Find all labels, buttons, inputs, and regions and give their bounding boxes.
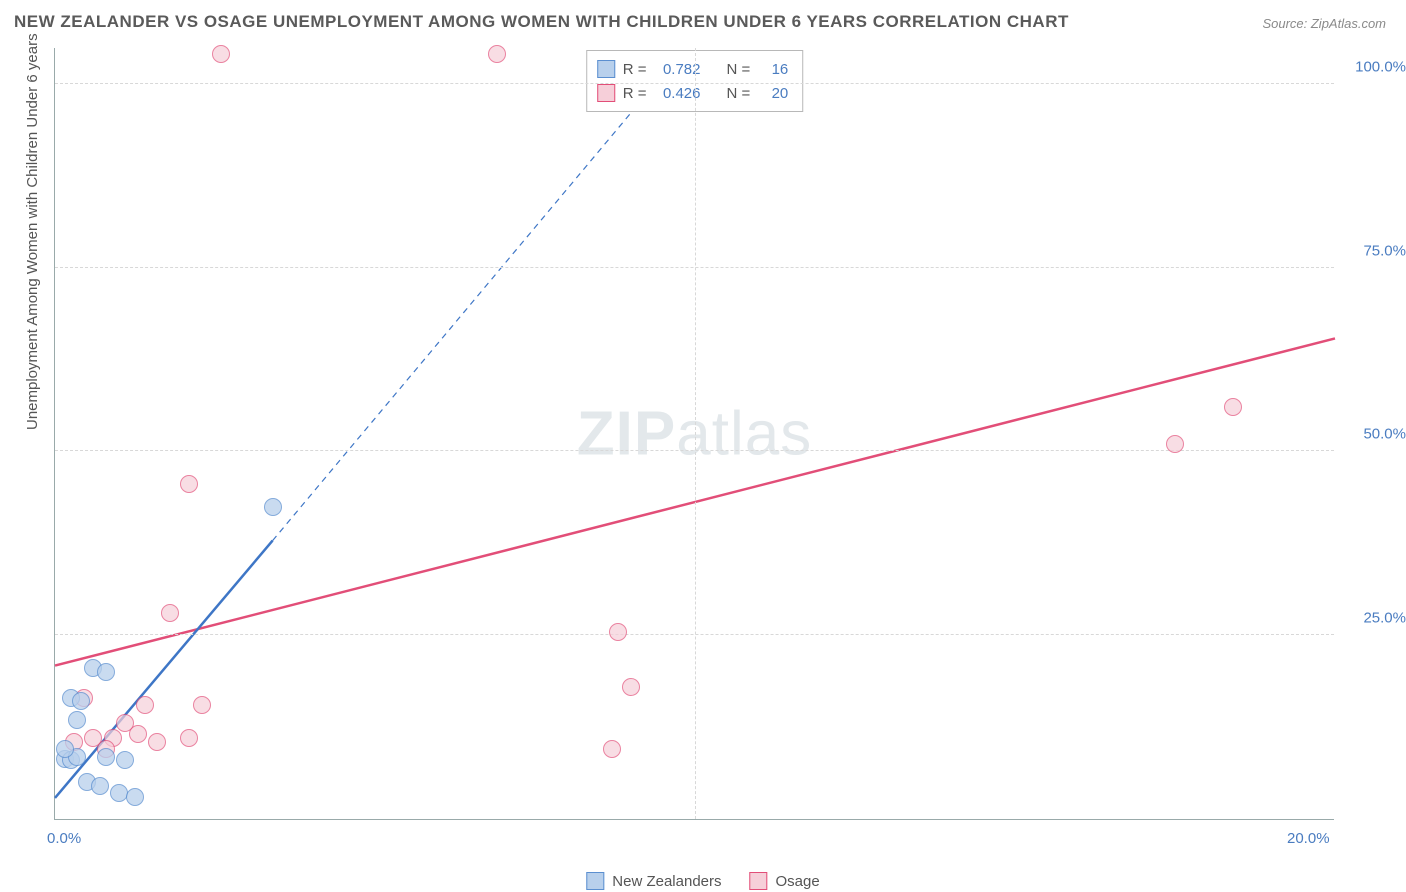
- watermark-zip: ZIP: [577, 399, 676, 468]
- stat-r-value: 0.782: [655, 61, 701, 78]
- scatter-point: [161, 604, 179, 622]
- scatter-point: [116, 751, 134, 769]
- scatter-point: [212, 45, 230, 63]
- trend-line: [273, 52, 683, 541]
- scatter-point: [264, 498, 282, 516]
- stats-row: R = 0.426 N = 20: [597, 81, 789, 105]
- plot-area: ZIPatlas R =0.782N =16R =0.426N =20 25.0…: [54, 48, 1334, 820]
- y-axis-label: Unemployment Among Women with Children U…: [24, 33, 41, 430]
- scatter-point: [136, 696, 154, 714]
- legend-swatch: [750, 872, 768, 890]
- scatter-point: [110, 784, 128, 802]
- scatter-point: [97, 748, 115, 766]
- scatter-point: [193, 696, 211, 714]
- scatter-point: [488, 45, 506, 63]
- scatter-point: [622, 678, 640, 696]
- legend-label: Osage: [776, 873, 820, 890]
- scatter-point: [91, 777, 109, 795]
- y-tick-label: 50.0%: [1363, 426, 1406, 443]
- watermark-atlas: atlas: [676, 399, 812, 468]
- scatter-point: [56, 740, 74, 758]
- scatter-point: [68, 711, 86, 729]
- stat-r-label: R =: [623, 85, 647, 102]
- legend-swatch: [597, 84, 615, 102]
- x-tick-label: 20.0%: [1287, 830, 1330, 847]
- scatter-point: [180, 729, 198, 747]
- y-tick-label: 100.0%: [1355, 58, 1406, 75]
- chart-title: NEW ZEALANDER VS OSAGE UNEMPLOYMENT AMON…: [14, 12, 1069, 32]
- legend-swatch: [586, 872, 604, 890]
- stat-r-value: 0.426: [655, 85, 701, 102]
- legend-item: New Zealanders: [586, 872, 721, 890]
- scatter-point: [1166, 435, 1184, 453]
- scatter-point: [180, 475, 198, 493]
- legend-swatch: [597, 60, 615, 78]
- scatter-point: [97, 663, 115, 681]
- scatter-point: [126, 788, 144, 806]
- legend-item: Osage: [750, 872, 820, 890]
- stats-row: R = 0.782 N = 16: [597, 57, 789, 81]
- gridline-vertical: [695, 48, 696, 819]
- y-tick-label: 75.0%: [1363, 242, 1406, 259]
- scatter-point: [116, 714, 134, 732]
- y-tick-label: 25.0%: [1363, 610, 1406, 627]
- scatter-point: [148, 733, 166, 751]
- scatter-point: [1224, 398, 1242, 416]
- x-tick-label: 0.0%: [47, 830, 81, 847]
- stat-n-label: N =: [727, 61, 751, 78]
- scatter-point: [72, 692, 90, 710]
- bottom-legend: New Zealanders Osage: [586, 872, 819, 890]
- legend-label: New Zealanders: [612, 873, 721, 890]
- source-label: Source: ZipAtlas.com: [1262, 16, 1386, 31]
- scatter-point: [609, 623, 627, 641]
- stat-n-value: 16: [758, 61, 788, 78]
- stat-n-value: 20: [758, 85, 788, 102]
- scatter-point: [603, 740, 621, 758]
- chart-container: NEW ZEALANDER VS OSAGE UNEMPLOYMENT AMON…: [0, 0, 1406, 892]
- stat-n-label: N =: [727, 85, 751, 102]
- stat-r-label: R =: [623, 61, 647, 78]
